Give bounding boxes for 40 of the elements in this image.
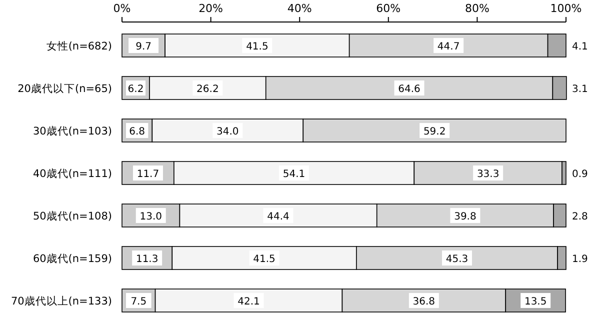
y-tick-label: 50歳代(n=108) xyxy=(32,210,112,222)
data-label: 4.1 xyxy=(572,42,588,52)
y-tick-label: 20歳代以下(n=65) xyxy=(18,82,112,95)
data-label: 13.0 xyxy=(140,212,162,222)
data-label: 44.4 xyxy=(267,212,290,222)
y-tick-label: 70歳代以上(n=133) xyxy=(10,294,112,308)
data-label: 33.3 xyxy=(476,169,500,180)
data-label: 3.1 xyxy=(572,84,588,95)
data-label: 6.8 xyxy=(129,126,146,138)
data-label: 2.8 xyxy=(572,212,588,222)
x-tick-label: 20% xyxy=(198,2,224,15)
x-tick-label: 40% xyxy=(287,2,312,15)
data-label: 36.8 xyxy=(412,296,436,308)
x-tick-label: 80% xyxy=(464,2,490,15)
data-label: 6.2 xyxy=(128,84,144,95)
data-label: 64.6 xyxy=(398,84,420,95)
data-label: 45.3 xyxy=(446,254,468,265)
data-label: 26.2 xyxy=(196,84,219,95)
data-label: 1.9 xyxy=(572,254,588,265)
data-label: 7.5 xyxy=(130,296,147,308)
data-label: 59.2 xyxy=(423,126,446,138)
data-label: 41.5 xyxy=(253,254,276,265)
data-label: 44.7 xyxy=(437,42,460,52)
data-label: 11.3 xyxy=(136,254,158,265)
data-label: 9.7 xyxy=(136,42,152,52)
x-tick-label: 100% xyxy=(550,2,582,15)
y-tick-label: 60歳代(n=159) xyxy=(32,252,112,265)
data-label: 41.5 xyxy=(246,42,268,52)
x-tick-label: 60% xyxy=(376,2,401,15)
data-label: 11.7 xyxy=(136,169,160,180)
data-label: 34.0 xyxy=(216,126,239,138)
y-tick-label: 40歳代(n=111) xyxy=(32,167,112,180)
data-label: 13.5 xyxy=(524,296,547,308)
data-label: 0.9 xyxy=(572,169,588,180)
data-label: 42.1 xyxy=(238,296,260,308)
y-tick-label: 女性(n=682) xyxy=(46,40,112,52)
x-tick-label: 0% xyxy=(113,2,131,15)
y-tick-label: 30歳代(n=103) xyxy=(32,124,112,138)
data-label: 39.8 xyxy=(454,212,476,222)
data-label: 54.1 xyxy=(282,169,306,180)
